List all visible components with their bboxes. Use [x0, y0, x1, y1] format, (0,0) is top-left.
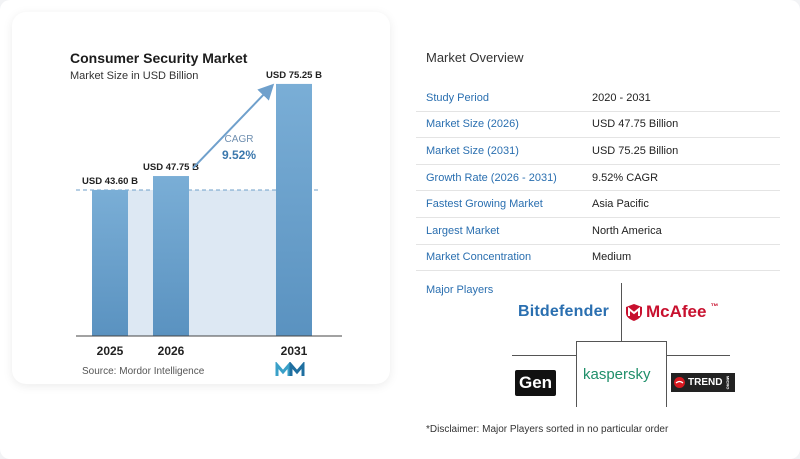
bar — [153, 176, 189, 336]
overview-title: Market Overview — [426, 50, 524, 65]
overview-row-label: Market Size (2031) — [426, 144, 519, 157]
players-divider — [621, 283, 622, 341]
bitdefender-logo: Bitdefender — [518, 303, 610, 320]
cagr-label: CAGR — [225, 134, 254, 145]
chart-subtitle: Market Size in USD Billion — [70, 70, 199, 82]
chart-card: USD 43.60 B 2025 USD 47.75 B 2026 USD 75.25 … — [12, 12, 390, 384]
players-divider — [576, 341, 666, 342]
overview-row: Growth Rate (2026 - 2031) 9.52% CAGR — [416, 165, 780, 192]
overview-row-value: North America — [592, 224, 662, 237]
trend-micro-text: TREND — [688, 377, 723, 389]
trend-micro-ball-icon — [674, 377, 685, 389]
players-title: Major Players — [426, 284, 494, 296]
mcafee-logo: McAfee ™ — [626, 302, 718, 322]
overview-row-value: Medium — [592, 251, 632, 264]
reference-band — [92, 189, 312, 336]
overview-row-value: 9.52% CAGR — [592, 171, 659, 184]
overview-row: Market Concentration Medium — [416, 245, 780, 272]
overview-row: Fastest Growing Market Asia Pacific — [416, 191, 780, 218]
x-tick-label: 2026 — [158, 344, 185, 358]
gen-logo: Gen — [515, 370, 557, 396]
overview-row-label: Study Period — [426, 91, 489, 104]
data-label: USD 43.60 B — [82, 176, 138, 187]
overview-row: Study Period 2020 - 2031 — [416, 85, 780, 112]
overview-row-label: Market Concentration — [426, 251, 532, 264]
mcafee-shield-icon — [626, 303, 642, 321]
cagr-value: 9.52% — [222, 148, 256, 162]
players-divider — [666, 341, 667, 407]
bar-chart: USD 43.60 B 2025 USD 47.75 B 2026 USD 75.25 … — [76, 70, 342, 358]
mcafee-tm: ™ — [710, 302, 719, 311]
chart-title: Consumer Security Market — [70, 50, 248, 66]
players-divider — [666, 355, 730, 356]
mcafee-logo-text: McAfee — [646, 302, 707, 321]
trend-micro-logo: TREND MICRO — [671, 373, 736, 393]
data-label: USD 75.25 B — [266, 70, 322, 81]
overview-row-value: 2020 - 2031 — [592, 91, 651, 104]
overview-row-label: Market Size (2026) — [426, 118, 519, 131]
x-tick-label: 2025 — [97, 344, 124, 358]
overview-row: Market Size (2031) USD 75.25 Billion — [416, 138, 780, 165]
overview-row-label: Growth Rate (2026 - 2031) — [426, 171, 557, 184]
data-label: USD 47.75 B — [143, 162, 199, 173]
overview-row: Largest Market North America — [416, 218, 780, 245]
overview-row-label: Fastest Growing Market — [426, 198, 543, 211]
kaspersky-logo: kaspersky — [583, 366, 651, 383]
players-divider — [576, 341, 577, 407]
cagr-arrow — [192, 83, 275, 169]
mordor-logo-icon — [275, 362, 305, 376]
disclaimer: *Disclaimer: Major Players sorted in no … — [426, 424, 669, 435]
overview-row-label: Largest Market — [426, 224, 500, 237]
overview-row-value: USD 75.25 Billion — [592, 144, 679, 157]
overview-table: Study Period 2020 - 2031 Market Size (2026… — [416, 85, 780, 272]
players-divider — [512, 355, 576, 356]
overview-row: Market Size (2026) USD 47.75 Billion — [416, 112, 780, 139]
overview-row-value: Asia Pacific — [592, 198, 649, 211]
x-tick-label: 2031 — [281, 344, 308, 358]
source-text: Source: Mordor Intelligence — [82, 366, 205, 377]
trend-micro-suffix: MICRO — [725, 376, 731, 390]
overview-row-value: USD 47.75 Billion — [592, 118, 679, 131]
bar — [92, 189, 128, 336]
bar — [276, 83, 312, 336]
